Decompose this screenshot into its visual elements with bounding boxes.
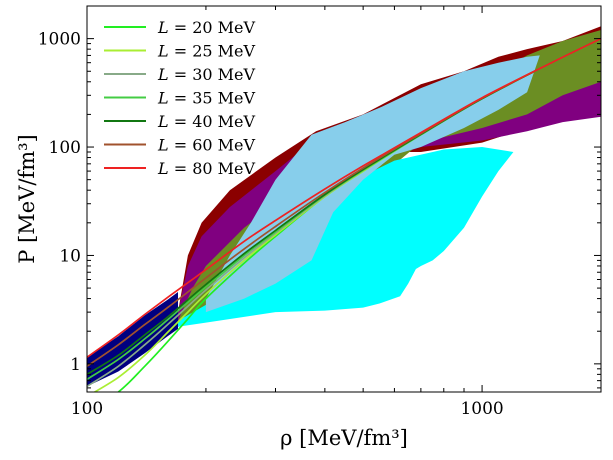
plot-frame bbox=[86, 5, 602, 393]
legend-label-6: L = 80 MeV bbox=[157, 159, 256, 178]
y-tick-label-1: 10 bbox=[59, 246, 81, 266]
x-tick-label-1: 1000 bbox=[460, 399, 503, 419]
legend-label-symbol-5: L bbox=[157, 136, 169, 155]
legend-label-value-6: = 80 MeV bbox=[169, 159, 256, 178]
light-blue-band bbox=[205, 55, 540, 313]
legend-label-value-4: = 40 MeV bbox=[169, 112, 256, 131]
legend-label-value-0: = 20 MeV bbox=[169, 18, 256, 37]
legend-label-2: L = 30 MeV bbox=[157, 65, 256, 84]
y-tick-label-2: 100 bbox=[49, 138, 81, 158]
legend-label-value-2: = 30 MeV bbox=[169, 65, 256, 84]
legend-label-symbol-3: L bbox=[157, 89, 169, 108]
y-axis-label: P [MeV/fm³] bbox=[15, 134, 39, 263]
legend-label-symbol-6: L bbox=[157, 159, 169, 178]
y-tick-label-0: 1 bbox=[70, 355, 81, 375]
ticks-group: 100 1000 1 10 100 1000 bbox=[38, 6, 602, 419]
legend-label-value-3: = 35 MeV bbox=[169, 89, 256, 108]
legend-label-0: L = 20 MeV bbox=[157, 18, 256, 37]
bands-group bbox=[87, 26, 601, 387]
x-axis-label: ρ [MeV/fm³] bbox=[280, 426, 408, 450]
legend-label-3: L = 35 MeV bbox=[157, 89, 256, 108]
legend-label-symbol-2: L bbox=[157, 65, 169, 84]
legend-label-5: L = 60 MeV bbox=[157, 136, 256, 155]
series-line-6 bbox=[87, 37, 601, 358]
legend-label-4: L = 40 MeV bbox=[157, 112, 256, 131]
legend-label-value-1: = 25 MeV bbox=[169, 42, 256, 61]
legend-label-symbol-0: L bbox=[157, 18, 169, 37]
y-tick-label-3: 1000 bbox=[38, 30, 81, 50]
legend-label-value-5: = 60 MeV bbox=[169, 136, 256, 155]
x-tick-label-0: 100 bbox=[71, 399, 103, 419]
legend-label-1: L = 25 MeV bbox=[157, 42, 256, 61]
series-lines-group bbox=[87, 37, 601, 392]
legend-label-symbol-4: L bbox=[157, 112, 169, 131]
navy-band bbox=[87, 292, 178, 387]
legend-label-symbol-1: L bbox=[157, 42, 169, 61]
